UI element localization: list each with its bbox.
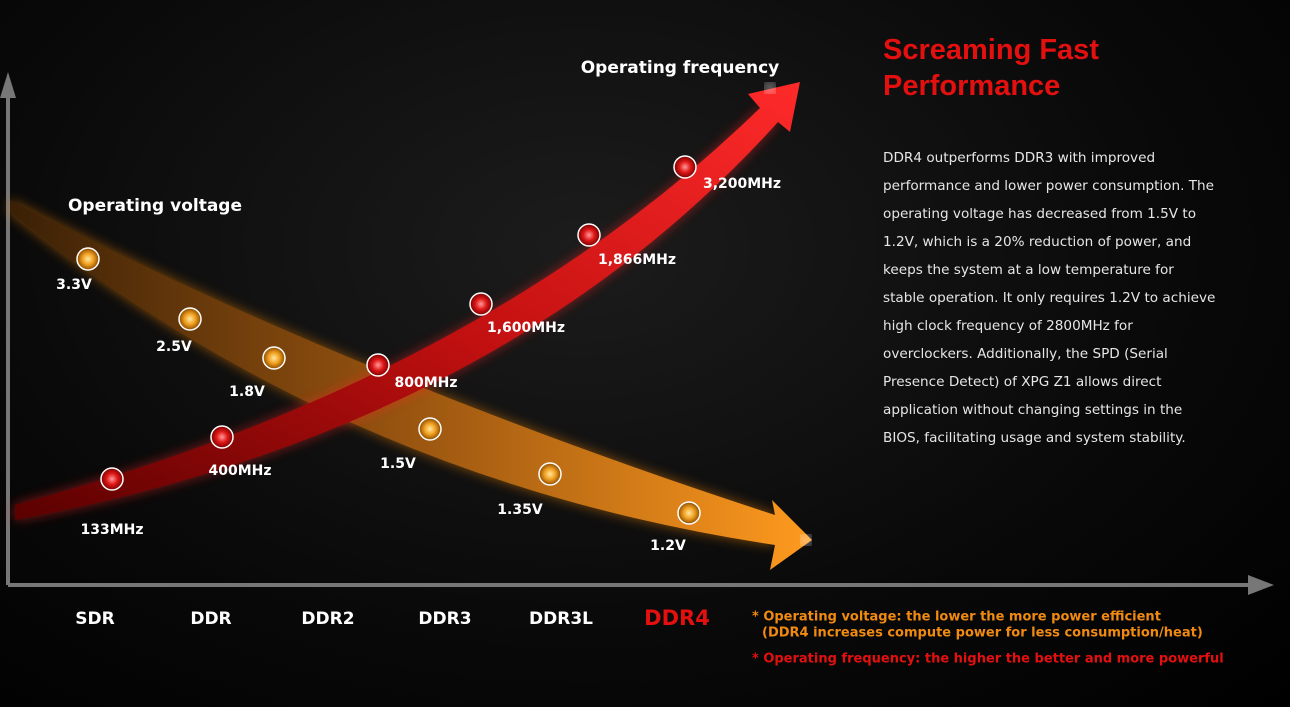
- point-dot: [262, 346, 286, 370]
- point-label: 1,600MHz: [487, 320, 565, 336]
- category-label: DDR3: [418, 609, 471, 629]
- point-dot: [210, 425, 234, 449]
- point-label: 2.5V: [156, 339, 192, 355]
- point-label: 3.3V: [56, 277, 92, 293]
- title-line: Performance: [883, 70, 1061, 102]
- point-dot: [469, 292, 493, 316]
- point-dot: [673, 155, 697, 179]
- axes: [0, 72, 1274, 595]
- point-dot: [677, 501, 701, 525]
- point-label: 400MHz: [208, 463, 271, 479]
- category-label: SDR: [75, 609, 114, 629]
- description: DDR4 outperforms DDR3 with improved perf…: [883, 150, 1216, 446]
- point-dot: [178, 307, 202, 331]
- title: Screaming Fast Performance: [883, 32, 1099, 104]
- point-dot: [418, 417, 442, 441]
- point-label: 1.2V: [650, 538, 686, 554]
- point-label: 800MHz: [394, 375, 457, 391]
- category-label: DDR4: [644, 606, 710, 630]
- series-name: Operating voltage: [68, 196, 242, 216]
- footnote: * Operating frequency: the higher the be…: [752, 652, 1224, 667]
- point-dot: [538, 462, 562, 486]
- footnote: (DDR4 increases compute power for less c…: [762, 626, 1203, 641]
- category-label: DDR: [190, 609, 231, 629]
- footnote: * Operating voltage: the lower the more …: [752, 610, 1161, 625]
- point-dot: [577, 223, 601, 247]
- point-label: 3,200MHz: [703, 176, 781, 192]
- category-label: DDR3L: [529, 609, 593, 629]
- point-label: 1.35V: [497, 502, 543, 518]
- point-label: 1,866MHz: [598, 252, 676, 268]
- point-dot: [76, 247, 100, 271]
- point-label: 1.5V: [380, 456, 416, 472]
- series-name: Operating frequency: [581, 58, 780, 78]
- point-label: 1.8V: [229, 384, 265, 400]
- category-label: DDR2: [301, 609, 354, 629]
- point-label: 133MHz: [80, 522, 143, 538]
- point-dot: [366, 353, 390, 377]
- title-line: Screaming Fast: [883, 34, 1099, 66]
- point-dot: [100, 467, 124, 491]
